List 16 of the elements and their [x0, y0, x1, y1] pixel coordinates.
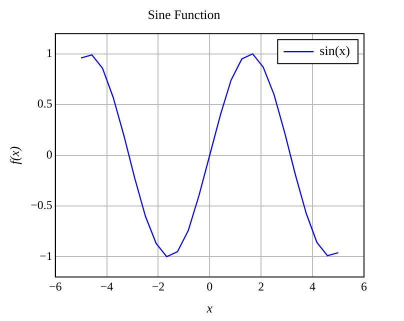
x-tick-label: −2: [152, 279, 165, 294]
y-tick-label: −0.5: [30, 198, 52, 212]
x-tick-label: 4: [310, 279, 316, 294]
y-tick-label: 1: [46, 46, 52, 60]
y-tick-label: −1: [40, 248, 52, 263]
x-tick-label: 6: [361, 279, 367, 294]
chart-title: Sine Function: [148, 7, 221, 22]
x-tick-label: 0: [206, 279, 213, 294]
y-axis-title: f(x): [7, 146, 22, 164]
y-tick-label: 0: [46, 147, 52, 162]
x-tick-label: −6: [48, 279, 62, 294]
x-tick-label: 2: [258, 279, 264, 294]
x-tick-label: −4: [100, 279, 114, 294]
y-tick-label: 0.5: [37, 96, 52, 111]
legend-label: sin(x): [320, 43, 350, 58]
x-axis-title: x: [206, 300, 213, 316]
